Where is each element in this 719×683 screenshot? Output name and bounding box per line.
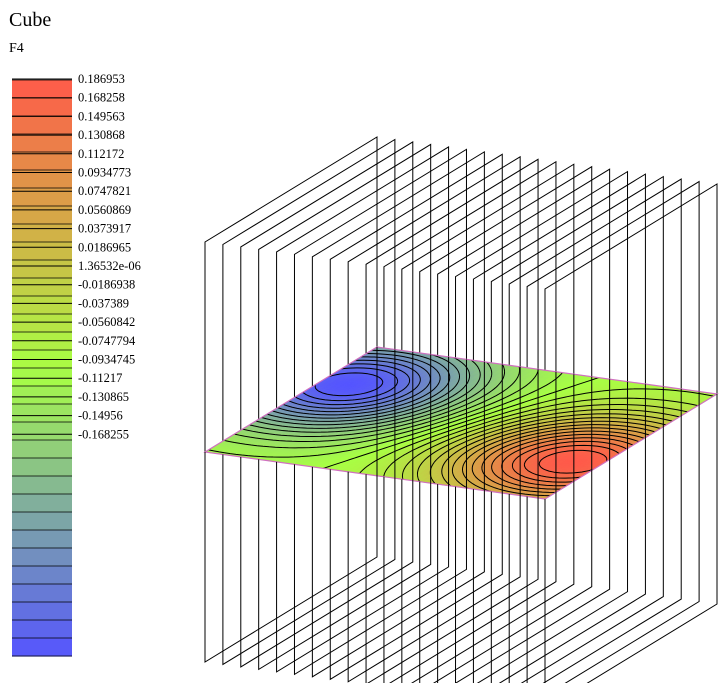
legend-band (12, 422, 72, 441)
legend-band (12, 152, 72, 171)
legend-band (12, 458, 72, 477)
slice-plane (222, 138, 396, 455)
legend-label: -0.0934745 (78, 353, 135, 367)
legend-label: 0.0186965 (78, 240, 131, 254)
legend-label: -0.11217 (78, 371, 122, 385)
legend-band (12, 476, 72, 495)
plot-title: Cube (9, 9, 52, 31)
slice-plane (276, 146, 450, 462)
slice-plane (204, 136, 378, 452)
legend-label: 0.168258 (78, 91, 125, 105)
legend-band (12, 296, 72, 315)
legend-band (12, 206, 72, 225)
legend-label: -0.0560842 (78, 315, 135, 329)
legend-band (12, 494, 72, 513)
legend-label: -0.0747794 (78, 334, 136, 348)
variable-name: F4 (9, 41, 24, 56)
legend-band (12, 566, 72, 585)
legend-band (12, 404, 72, 423)
legend-band (12, 314, 72, 333)
legend-label: 0.0373917 (78, 222, 131, 236)
legend-band (12, 512, 72, 531)
slice-plane (311, 150, 485, 467)
legend-label: 0.149563 (78, 109, 125, 123)
legend-band (12, 188, 72, 207)
color-legend: 0.186953 0.168258 0.149563 0.130868 0.112172… (12, 72, 141, 657)
legend-band (12, 638, 72, 657)
legend-band (12, 278, 72, 297)
legend-band (12, 98, 72, 117)
legend-band (12, 368, 72, 387)
legend-label: -0.14956 (78, 409, 123, 423)
legend-label: 0.112172 (78, 147, 124, 161)
legend-label: 0.130868 (78, 128, 125, 142)
legend-label: 0.186953 (78, 72, 125, 86)
legend-label: 0.0747821 (78, 184, 131, 198)
legend-label: 0.0934773 (78, 166, 131, 180)
legend-label: 1.36532e-06 (78, 259, 141, 273)
slice-plane (240, 141, 414, 457)
legend-band (12, 530, 72, 549)
legend-band (12, 584, 72, 603)
legend-band (12, 440, 72, 459)
legend-band (12, 386, 72, 405)
slice-plane (258, 143, 432, 460)
legend-label: -0.130865 (78, 390, 129, 404)
slice-plane (329, 153, 503, 470)
legend-label: -0.0186938 (78, 278, 135, 292)
legend-band (12, 116, 72, 135)
legend-band (12, 170, 72, 189)
legend-band (12, 602, 72, 621)
legend-label: 0.0560869 (78, 203, 131, 217)
legend-label: -0.168255 (78, 427, 129, 441)
legend-band (12, 260, 72, 279)
legend-band (12, 242, 72, 261)
legend-band (12, 80, 72, 99)
legend-label: -0.037389 (78, 296, 129, 310)
legend-band (12, 620, 72, 639)
legend-band (12, 548, 72, 567)
slice-plane (293, 148, 467, 465)
legend-band (12, 134, 72, 153)
